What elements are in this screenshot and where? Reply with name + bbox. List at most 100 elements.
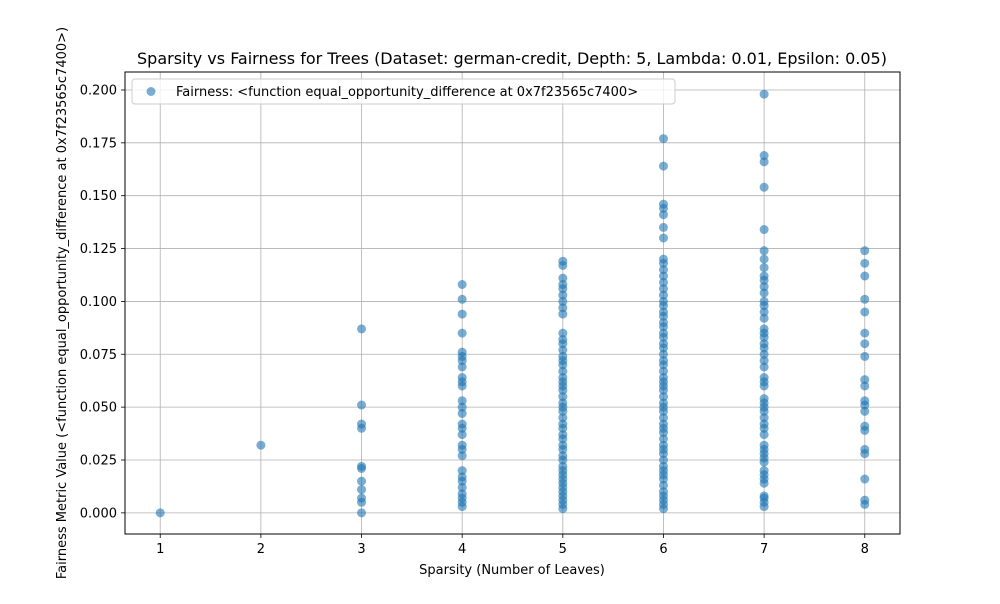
scatter-point xyxy=(658,455,668,465)
scatter-point xyxy=(658,356,668,366)
scatter-point xyxy=(759,288,769,298)
x-tick-label: 2 xyxy=(257,542,265,557)
scatter-point xyxy=(860,258,870,268)
scatter-point xyxy=(658,373,668,383)
scatter-point xyxy=(558,398,568,408)
x-tick-label: 8 xyxy=(861,542,869,557)
scatter-point xyxy=(658,307,668,317)
scatter-point xyxy=(357,461,367,471)
scatter-point xyxy=(457,451,467,461)
scatter-point xyxy=(558,413,568,423)
y-tick-label: 0.175 xyxy=(80,136,117,151)
scatter-point xyxy=(558,279,568,289)
scatter-point xyxy=(658,434,668,444)
data-points xyxy=(155,89,870,518)
scatter-point xyxy=(558,303,568,313)
scatter-point xyxy=(658,271,668,281)
scatter-point xyxy=(558,373,568,383)
scatter-point xyxy=(357,493,367,503)
scatter-point xyxy=(759,440,769,450)
scatter-point xyxy=(860,271,870,281)
y-tick-label: 0.075 xyxy=(80,348,117,363)
scatter-point xyxy=(759,313,769,323)
scatter-point xyxy=(759,182,769,192)
scatter-point xyxy=(155,508,165,518)
scatter-point xyxy=(658,318,668,328)
scatter-point xyxy=(558,290,568,300)
scatter-point xyxy=(457,396,467,406)
scatter-point xyxy=(457,440,467,450)
scatter-point xyxy=(457,294,467,304)
y-tick-label: 0.150 xyxy=(80,189,117,204)
scatter-point xyxy=(558,256,568,266)
scatter-point xyxy=(558,328,568,338)
scatter-point xyxy=(860,351,870,361)
scatter-point xyxy=(759,157,769,167)
x-tick-label: 4 xyxy=(458,542,466,557)
scatter-point xyxy=(860,294,870,304)
scatter-point xyxy=(558,440,568,450)
scatter-point xyxy=(759,151,769,161)
scatter-point xyxy=(860,246,870,256)
scatter-point xyxy=(658,284,668,294)
scatter-point xyxy=(658,233,668,243)
scatter-point xyxy=(759,271,769,281)
legend-marker xyxy=(146,87,156,96)
scatter-point xyxy=(759,296,769,306)
scatter-point xyxy=(759,89,769,99)
y-tick-label: 0.050 xyxy=(80,401,117,416)
y-tick-label: 0.025 xyxy=(80,453,117,468)
scatter-point xyxy=(860,339,870,349)
scatter-point xyxy=(658,366,668,376)
scatter-point xyxy=(357,400,367,410)
scatter-point xyxy=(860,421,870,431)
scatter-point xyxy=(860,474,870,484)
scatter-point xyxy=(357,324,367,334)
scatter-point xyxy=(759,373,769,383)
scatter-point xyxy=(558,334,568,344)
scatter-point xyxy=(759,246,769,256)
x-tick-label: 1 xyxy=(156,542,164,557)
scatter-point xyxy=(658,461,668,471)
plot-frame xyxy=(124,71,901,535)
legend-label: Fairness: <function equal_opportunity_di… xyxy=(176,85,638,100)
scatter-point xyxy=(558,309,568,319)
y-axis-label: Fairness Metric Value (<function equal_o… xyxy=(55,27,70,579)
scatter-point xyxy=(658,419,668,429)
scatter-point xyxy=(759,282,769,292)
scatter-point xyxy=(658,134,668,144)
scatter-point xyxy=(658,290,668,300)
y-tick-label: 0.100 xyxy=(80,295,117,310)
scatter-point xyxy=(860,375,870,385)
scatter-point xyxy=(759,394,769,404)
y-tick-label: 0.000 xyxy=(80,506,117,521)
x-tick-label: 7 xyxy=(760,542,768,557)
scatter-point xyxy=(759,225,769,235)
scatter-point xyxy=(759,307,769,317)
scatter-point xyxy=(558,351,568,361)
scatter-point xyxy=(558,430,568,440)
scatter-point xyxy=(457,466,467,476)
scatter-point xyxy=(759,339,769,349)
scatter-point xyxy=(860,307,870,317)
scatter-point xyxy=(658,199,668,209)
scatter-point xyxy=(860,495,870,505)
scatter-point xyxy=(658,277,668,287)
scatter-point xyxy=(658,413,668,423)
scatter-point xyxy=(457,309,467,319)
scatter-point xyxy=(860,406,870,416)
scatter-point xyxy=(558,296,568,306)
scatter-point xyxy=(558,461,568,471)
scatter-point xyxy=(457,419,467,429)
scatter-point xyxy=(759,466,769,476)
x-tick-label: 6 xyxy=(659,542,667,557)
y-tick-label: 0.200 xyxy=(80,83,117,98)
scatter-point xyxy=(860,381,870,391)
scatter-point xyxy=(658,210,668,220)
scatter-point xyxy=(357,419,367,429)
scatter-point xyxy=(558,419,568,429)
scatter-point xyxy=(457,328,467,338)
scatter-point xyxy=(256,440,266,450)
scatter-point xyxy=(457,402,467,412)
scatter-point xyxy=(759,349,769,359)
